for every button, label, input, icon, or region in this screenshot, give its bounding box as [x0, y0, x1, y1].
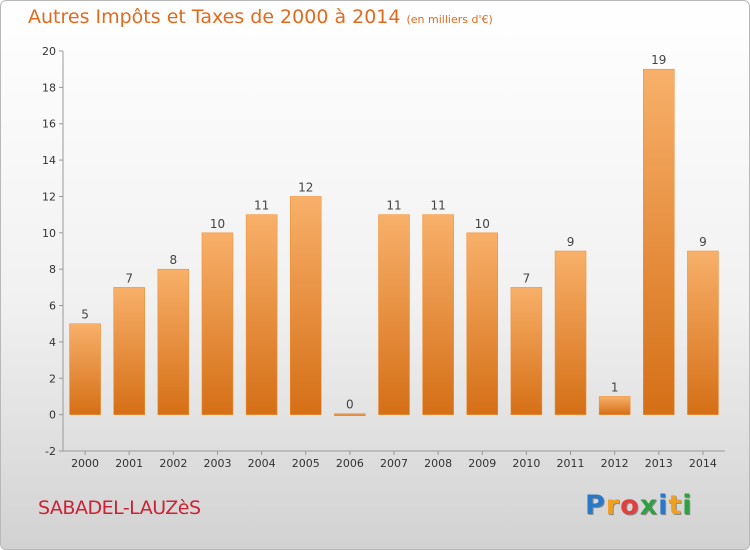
y-tick-label: 8 [49, 263, 56, 276]
x-tick-label-2002: 2002 [159, 457, 187, 470]
bar-2011 [554, 250, 587, 415]
value-label-2010: 7 [523, 271, 531, 285]
value-label-2001: 7 [125, 271, 133, 285]
x-tick-label-2010: 2010 [512, 457, 540, 470]
value-label-2002: 8 [170, 253, 178, 267]
value-label-2005: 12 [298, 180, 313, 194]
bar-2007 [378, 214, 410, 415]
y-tick-label: 6 [49, 300, 56, 313]
bars [69, 68, 719, 416]
x-tick-label-2001: 2001 [115, 457, 143, 470]
value-label-2000: 5 [81, 308, 89, 322]
x-tick-label-2014: 2014 [689, 457, 717, 470]
x-tick-label-2008: 2008 [424, 457, 452, 470]
x-tick-label-2004: 2004 [248, 457, 276, 470]
bar-2008 [422, 214, 454, 415]
y-tick-label: 20 [42, 45, 56, 58]
chart-title: Autres Impôts et Taxes de 2000 à 2014 (en… [28, 6, 493, 28]
logo-letter: i [682, 490, 693, 521]
x-tick-label-2013: 2013 [645, 457, 673, 470]
value-label-2009: 10 [475, 217, 490, 231]
logo-letter: o [620, 490, 640, 521]
logo-letter: i [658, 490, 669, 521]
value-label-2012: 1 [611, 380, 619, 394]
y-tick-label: 4 [49, 336, 56, 349]
bar-2001 [113, 287, 145, 415]
proxiti-logo: Proxiti [585, 490, 693, 521]
bar-2005 [289, 196, 322, 415]
value-label-2013: 19 [651, 53, 666, 67]
y-tick-label: 16 [42, 118, 56, 131]
x-tick-label-2006: 2006 [336, 457, 364, 470]
bar-2000 [69, 323, 101, 415]
y-tick-label: 2 [49, 372, 56, 385]
labels: 5200072001820021020031120041220050200611… [71, 53, 717, 470]
bar-2013 [643, 68, 675, 415]
value-label-2004: 11 [254, 199, 269, 213]
y-tick-label: 12 [42, 190, 56, 203]
x-tick-label-2009: 2009 [468, 457, 496, 470]
commune-name: SABADEL-LAUZèS [38, 497, 201, 519]
x-tick-label-2007: 2007 [380, 457, 408, 470]
x-tick-label-2005: 2005 [292, 457, 320, 470]
y-tick-label: 18 [42, 81, 56, 94]
value-label-2014: 9 [699, 235, 707, 249]
logo-letter: r [605, 490, 621, 521]
chart-title-text: Autres Impôts et Taxes de 2000 à 2014 [28, 6, 401, 28]
x-tick-label-2003: 2003 [203, 457, 231, 470]
bar-2014 [687, 250, 719, 415]
chart-subtitle: (en milliers d'€) [406, 13, 493, 26]
x-tick-label-2000: 2000 [71, 457, 99, 470]
bar-2010 [510, 287, 543, 415]
y-tick-label: 10 [42, 227, 56, 240]
bar-2009 [466, 232, 499, 415]
value-label-2008: 11 [430, 199, 445, 213]
x-tick-label-2011: 2011 [557, 457, 585, 470]
logo-letter: P [585, 490, 606, 521]
bar-2002 [157, 268, 190, 415]
bar-2012 [598, 396, 631, 415]
y-tick-label: -2 [45, 445, 56, 458]
value-label-2003: 10 [210, 217, 225, 231]
value-label-2006: 0 [346, 398, 354, 412]
bar-2003 [201, 232, 234, 415]
bar-2006 [334, 413, 366, 416]
y-tick-label: 14 [42, 154, 56, 167]
logo-letter: t [668, 490, 683, 521]
value-label-2011: 9 [567, 235, 575, 249]
bar-2004 [245, 214, 278, 415]
x-tick-label-2012: 2012 [601, 457, 629, 470]
value-label-2007: 11 [386, 199, 401, 213]
logo-letter: x [639, 490, 659, 521]
y-tick-label: 0 [49, 409, 56, 422]
